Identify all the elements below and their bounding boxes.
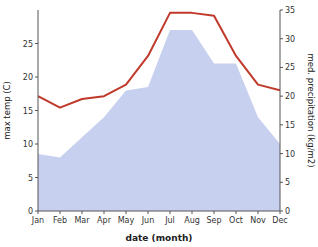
y2-tick-label: 30 (285, 35, 295, 44)
y-tick (35, 110, 38, 111)
y2-tick (280, 67, 283, 68)
y2-tick (280, 96, 283, 97)
x-tick-label: Feb (53, 216, 67, 225)
x-tick (192, 211, 193, 214)
y2-tick-label: 15 (285, 121, 295, 130)
y2-tick-label: 25 (285, 63, 295, 72)
y-tick (35, 211, 38, 212)
y-tick-label: 10 (23, 140, 33, 149)
area (38, 30, 280, 211)
x-tick (60, 211, 61, 214)
y-tick (35, 177, 38, 178)
x-tick-label: Nov (250, 216, 266, 225)
x-tick-label: Jun (141, 216, 155, 225)
y2-tick-label: 35 (285, 6, 295, 15)
x-tick (126, 211, 127, 214)
x-tick (258, 211, 259, 214)
x-tick-label: Aug (184, 216, 200, 225)
x-tick-label: Sep (206, 216, 221, 225)
y-tick (35, 43, 38, 44)
x-tick (214, 211, 215, 214)
y2-tick (280, 182, 283, 183)
y-tick-label: 25 (23, 40, 33, 49)
x-tick (104, 211, 105, 214)
x-tick-label: Dec (272, 216, 287, 225)
y-tick-label: 20 (23, 73, 33, 82)
y2-tick-label: 20 (285, 92, 295, 101)
y-tick-label: 0 (28, 207, 33, 216)
x-tick-label: Oct (229, 216, 243, 225)
y2-tick-label: 5 (285, 178, 290, 187)
chart-container: JanFebMarAprMayJunJulAugSepOctNovDec0510… (0, 0, 318, 247)
line (38, 13, 280, 108)
x-tick-label: Jul (164, 216, 175, 225)
y2-tick (280, 211, 283, 212)
x-tick (148, 211, 149, 214)
x-axis-label: date (month) (126, 233, 193, 243)
y-tick (35, 144, 38, 145)
plot-data (38, 13, 280, 211)
y-axis-label: max temp (C) (2, 81, 12, 140)
x-tick-label: Jan (31, 216, 44, 225)
x-tick-label: May (118, 216, 135, 225)
y-tick-label: 15 (23, 107, 33, 116)
x-axis-line (38, 211, 280, 212)
y2-tick (280, 153, 283, 154)
x-tick (236, 211, 237, 214)
x-tick-label: Apr (97, 216, 112, 225)
y2-axis-label: med. precipitation (kg/m2) (306, 53, 316, 167)
x-tick (170, 211, 171, 214)
y-tick (35, 77, 38, 78)
y2-tick-label: 0 (285, 207, 290, 216)
y-tick-label: 5 (28, 174, 33, 183)
y2-tick (280, 10, 283, 11)
y2-tick-label: 10 (285, 150, 295, 159)
y2-axis-line (280, 10, 281, 211)
x-tick-label: Mar (74, 216, 90, 225)
y2-tick (280, 38, 283, 39)
y2-tick (280, 124, 283, 125)
chart-svg: JanFebMarAprMayJunJulAugSepOctNovDec0510… (0, 0, 318, 247)
x-tick (82, 211, 83, 214)
